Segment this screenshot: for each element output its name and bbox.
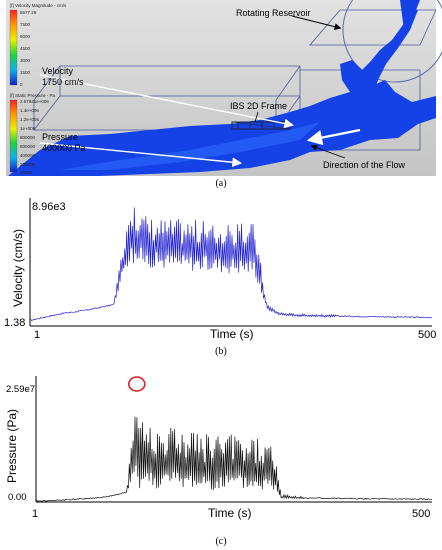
velocity-legend-tick: 0: [20, 82, 23, 87]
velocity-y-tick-max: 8.96e3: [32, 201, 66, 213]
reservoir-pointer: [291, 15, 342, 31]
pressure-plot-area: [35, 376, 433, 502]
reservoir-outline: [342, 0, 442, 83]
caption-c: (c): [215, 536, 226, 547]
fluid-highlight: [60, 122, 320, 170]
pressure-legend-tick: 800000: [20, 135, 36, 140]
pressure-label: Pressure: [42, 132, 78, 142]
velocity-label: Velocity: [42, 66, 74, 76]
velocity-legend: [f] Velocity Magnitude - cm/s 8677.29 75…: [9, 3, 67, 87]
reservoir-label: Rotating Reservoir: [236, 8, 311, 18]
pressure-x-axis-label: Time (s): [208, 506, 252, 520]
falling-stream: [340, 8, 418, 110]
velocity-chart: 8.96e3 1.38 1 500 Time (s) Velocity (cm/…: [0, 188, 442, 366]
velocity-chart-svg: 8.96e3 1.38 1 500 Time (s) Velocity (cm/…: [4, 198, 436, 357]
velocity-legend-tick: 4500: [20, 46, 31, 51]
pressure-legend: [f] Static Pressure - Pa 2.57921e+006 1.…: [9, 93, 56, 175]
velocity-plot-area: [29, 207, 433, 322]
pressure-legend-tick: 1.4e+006: [20, 108, 39, 113]
velocity-x-tick-max: 500: [418, 329, 436, 341]
pressure-x-tick-min: 1: [32, 508, 38, 520]
velocity-x-axis-label: Time (s): [210, 327, 254, 341]
pressure-value: 400000 Pa: [42, 143, 86, 153]
pressure-chart: 2.59e7 0.00 1 500 Time (s) Pressure (Pa)…: [0, 366, 442, 550]
velocity-arrow: [39, 74, 295, 129]
velocity-legend-tick: 1500: [20, 70, 31, 75]
pressure-y-tick-min: 0.00: [8, 492, 27, 503]
velocity-legend-tick: 3000: [20, 58, 31, 63]
velocity-x-tick-min: 1: [34, 329, 40, 341]
simulation-panel: [f] Velocity Magnitude - cm/s 8677.29 75…: [0, 0, 442, 188]
pressure-arrow: [39, 142, 243, 168]
pressure-legend-tick: 36364: [20, 170, 33, 175]
pressure-y-axis-label: Pressure (Pa): [5, 409, 19, 483]
pressure-chart-svg: 2.59e7 0.00 1 500 Time (s) Pressure (Pa)…: [5, 376, 433, 547]
velocity-y-axis-label: Velocity (cm/s): [11, 229, 25, 307]
pressure-legend-tick: 200000: [20, 162, 36, 167]
pressure-peak-marker: [127, 376, 146, 392]
velocity-legend-tick: 6000: [20, 34, 31, 39]
velocity-y-tick-min: 1.38: [4, 317, 25, 329]
pressure-legend-tick: 1e+006: [20, 126, 36, 131]
pressure-y-tick-max: 2.59e7: [6, 384, 35, 395]
frame-label: IBS 2D Frame: [230, 101, 287, 111]
velocity-legend-tick: 7500: [20, 22, 31, 27]
velocity-series-line: [29, 207, 433, 322]
pressure-legend-tick: 400000: [20, 153, 36, 158]
pressure-x-tick-max: 500: [412, 508, 430, 520]
flow-label-pointer: [310, 144, 346, 159]
flow-direction-label: Direction of the Flow: [323, 160, 406, 170]
pressure-legend-tick: 2.57921e+006: [20, 99, 49, 104]
simulation-render: [f] Velocity Magnitude - cm/s 8677.29 75…: [6, 0, 442, 188]
caption-a: (a): [215, 178, 226, 188]
pressure-legend-tick: 600000: [20, 144, 36, 149]
fluid-flow: [8, 80, 436, 176]
caption-b: (b): [215, 346, 227, 357]
flow-arrow: [306, 128, 361, 146]
reservoir-fluid: [400, 0, 420, 30]
pressure-legend-title: [f] Static Pressure - Pa: [10, 93, 56, 98]
pressure-legend-tick: 1.2e+006: [20, 117, 39, 122]
pressure-series-line: [35, 416, 433, 502]
velocity-legend-tick: 8677.29: [20, 10, 37, 15]
velocity-value: 1750 cm/s: [42, 77, 84, 87]
frame-pointer: [254, 111, 259, 123]
velocity-legend-title: [f] Velocity Magnitude - cm/s: [10, 3, 67, 8]
